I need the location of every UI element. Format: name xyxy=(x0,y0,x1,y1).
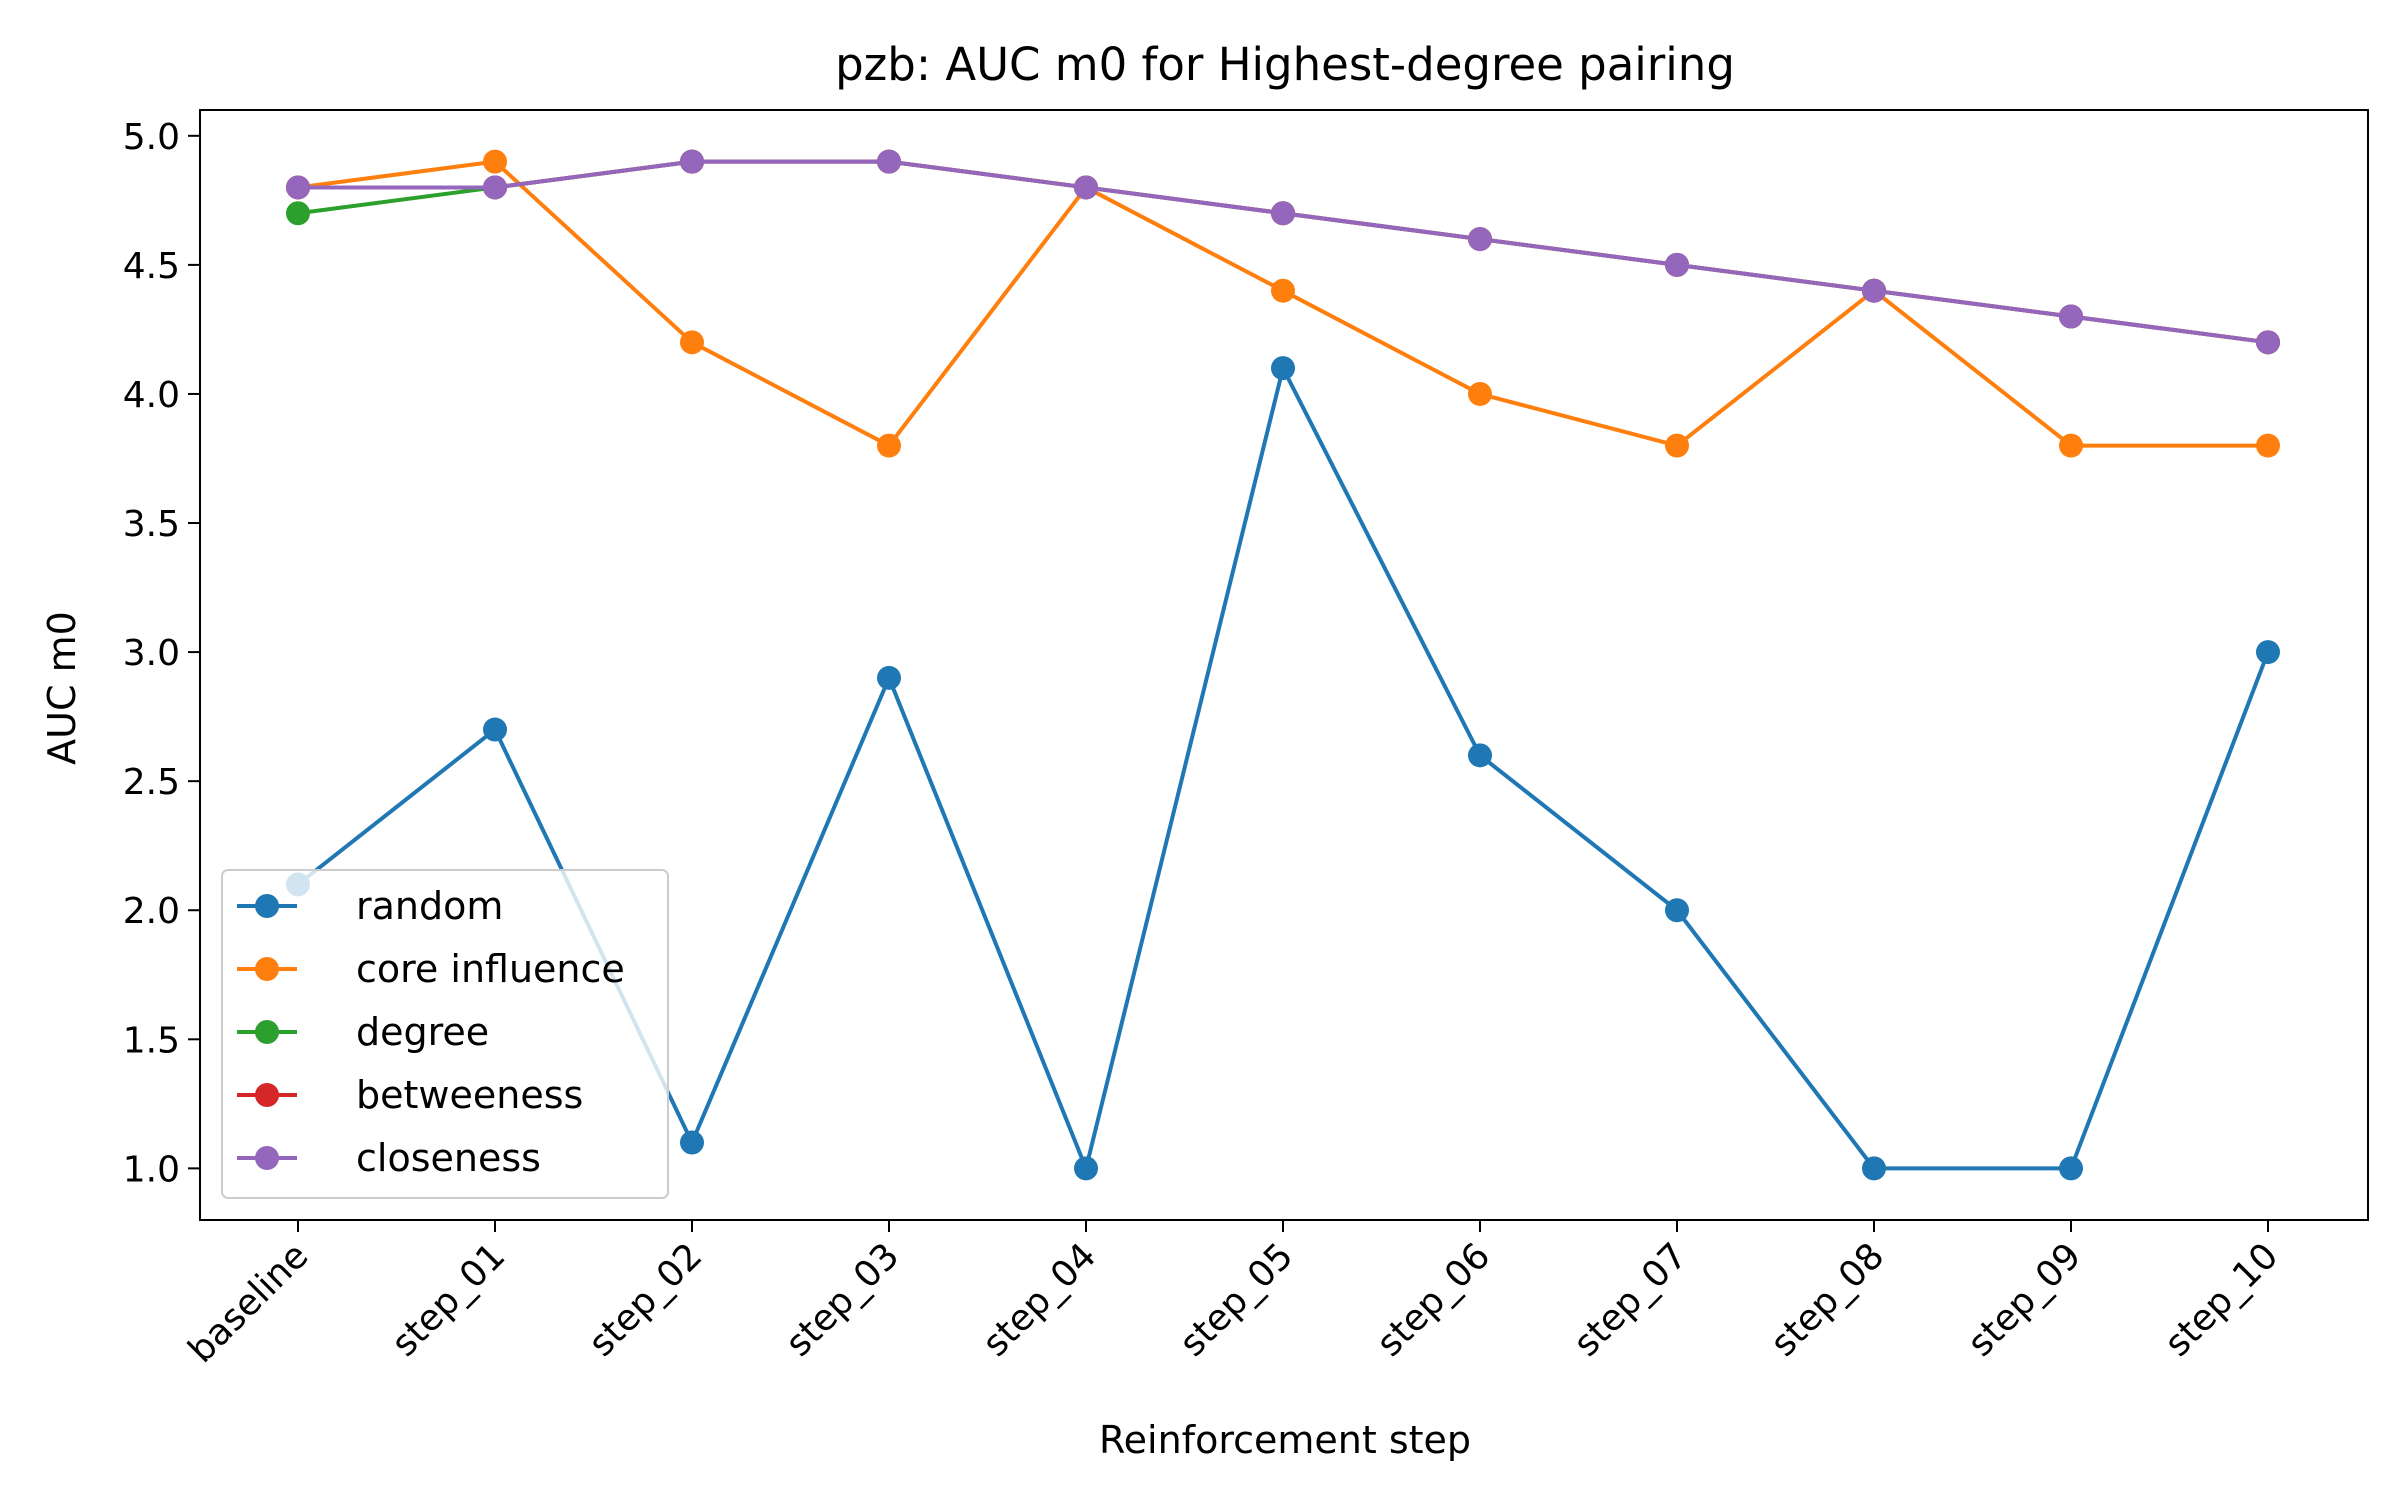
legend-item: betweeness xyxy=(237,1073,583,1117)
legend-marker xyxy=(255,894,279,918)
data-point xyxy=(1271,201,1295,226)
data-point xyxy=(2256,433,2280,458)
data-point xyxy=(1074,175,1098,200)
y-tick-label: 1.5 xyxy=(123,1020,180,1061)
legend: random core influence degree betweeness clos… xyxy=(221,869,669,1199)
data-point xyxy=(286,201,310,226)
data-point xyxy=(1665,898,1689,923)
y-tick-label: 4.0 xyxy=(123,375,180,416)
y-tick-label: 3.0 xyxy=(123,633,180,674)
y-tick-label: 5.0 xyxy=(123,117,180,158)
y-tick-label: 4.5 xyxy=(123,246,180,287)
data-point xyxy=(1468,743,1492,768)
data-point xyxy=(680,1130,704,1155)
legend-item: random xyxy=(237,884,503,928)
legend-label: degree xyxy=(356,1010,489,1054)
x-axis-label: Reinforcement step xyxy=(1099,1418,1471,1462)
data-point xyxy=(1468,381,1492,406)
data-point xyxy=(877,433,901,458)
data-point xyxy=(877,149,901,174)
legend-label: closeness xyxy=(356,1136,541,1180)
series-layer xyxy=(286,149,2280,1181)
y-axis: 1.0 1.5 2.0 2.5 3.0 3.5 4.0 4.5 5.0 xyxy=(123,117,200,1190)
legend-marker xyxy=(255,1146,279,1170)
data-point xyxy=(2059,1156,2083,1181)
data-point xyxy=(680,149,704,174)
legend-box xyxy=(221,869,669,1199)
data-point xyxy=(877,665,901,690)
data-point xyxy=(1468,227,1492,252)
data-point xyxy=(1271,278,1295,303)
y-tick-label: 2.0 xyxy=(123,891,180,932)
legend-marker xyxy=(255,957,279,981)
data-point xyxy=(1665,252,1689,277)
series-closeness xyxy=(286,149,2280,355)
data-point xyxy=(1862,1156,1886,1181)
legend-marker xyxy=(255,1020,279,1044)
y-tick-label: 1.0 xyxy=(123,1149,180,1190)
legend-label: betweeness xyxy=(356,1073,583,1117)
data-point xyxy=(483,175,507,200)
data-point xyxy=(2256,640,2280,665)
data-point xyxy=(1074,1156,1098,1181)
y-axis-label: AUC m0 xyxy=(40,611,84,765)
data-point xyxy=(680,330,704,355)
legend-item: degree xyxy=(237,1010,489,1054)
legend-marker xyxy=(255,1083,279,1107)
data-point xyxy=(1665,433,1689,458)
data-point xyxy=(2059,433,2083,458)
legend-label: core influence xyxy=(356,947,625,991)
y-tick-label: 2.5 xyxy=(123,762,180,803)
y-tick-label: 3.5 xyxy=(123,504,180,545)
data-point xyxy=(483,149,507,174)
chart-title: pzb: AUC m0 for Highest-degree pairing xyxy=(835,38,1735,91)
data-point xyxy=(483,717,507,742)
data-point xyxy=(2256,330,2280,355)
data-point xyxy=(2059,304,2083,329)
legend-label: random xyxy=(356,884,503,928)
legend-item: core influence xyxy=(237,947,625,991)
data-point xyxy=(1862,278,1886,303)
data-point xyxy=(286,175,310,200)
data-point xyxy=(1271,356,1295,381)
legend-item: closeness xyxy=(237,1136,541,1180)
